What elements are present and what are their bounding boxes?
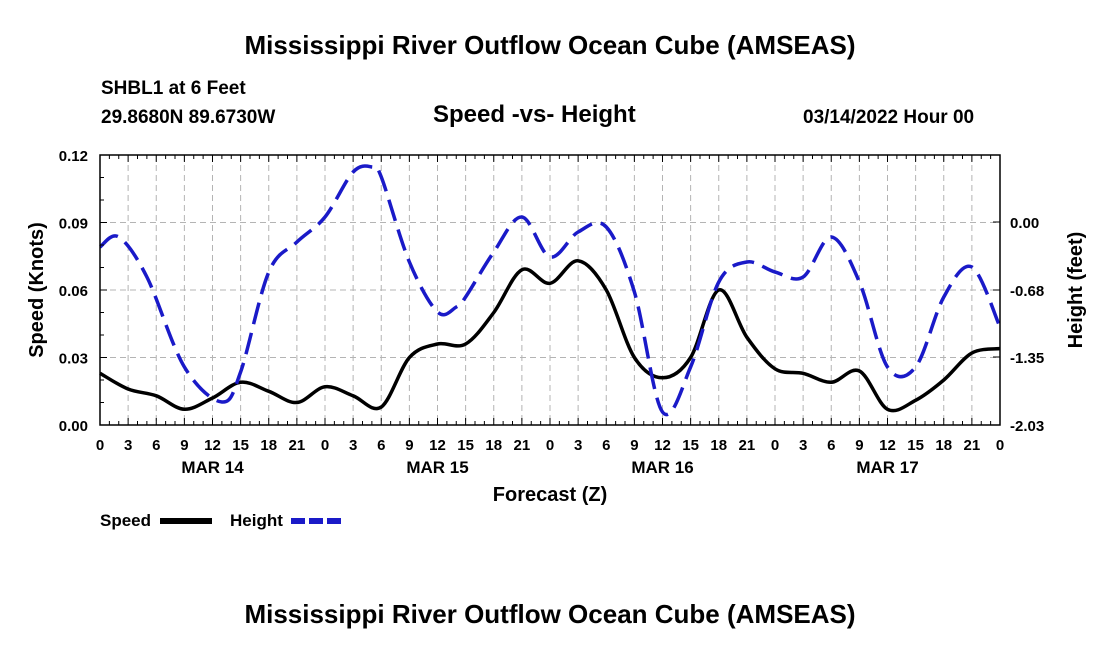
series-line-speed (99, 259, 1001, 413)
footer-title: Mississippi River Outflow Ocean Cube (AM… (244, 599, 856, 629)
y2-tick-label: -2.03 (1010, 418, 1044, 435)
x-tick-label: 6 (152, 437, 160, 454)
x-tick-label: 21 (514, 437, 531, 454)
y2-axis-title: Height (feet) (1065, 232, 1087, 349)
x-tick-label: 3 (349, 437, 357, 454)
x-tick-label: 3 (124, 437, 132, 454)
x-tick-label: 12 (204, 437, 221, 454)
x-tick-label: 12 (429, 437, 446, 454)
x-tick-label: 0 (96, 437, 104, 454)
y2-tick-label: -0.68 (1010, 283, 1044, 300)
x-date-label: MAR 14 (181, 458, 244, 477)
x-tick-label: 3 (799, 437, 807, 454)
x-tick-label: 9 (630, 437, 638, 454)
x-tick-label: 0 (996, 437, 1004, 454)
y-tick-label: 0.00 (59, 418, 88, 435)
x-tick-label: 18 (935, 437, 952, 454)
x-tick-label: 12 (654, 437, 671, 454)
x-tick-label: 18 (260, 437, 277, 454)
x-tick-label: 18 (710, 437, 727, 454)
x-tick-label: 9 (855, 437, 863, 454)
y-axis-title: Speed (Knots) (26, 222, 48, 358)
y2-tick-label: 0.00 (1010, 215, 1039, 232)
x-tick-label: 15 (682, 437, 699, 454)
chart-subtitle: Speed -vs- Height (433, 101, 636, 128)
x-tick-label: 21 (739, 437, 756, 454)
series-line-height (98, 164, 1002, 417)
datetime-label: 03/14/2022 Hour 00 (803, 107, 975, 128)
y-tick-label: 0.09 (59, 216, 88, 233)
x-tick-label: 0 (546, 437, 554, 454)
chart-main-title: Mississippi River Outflow Ocean Cube (AM… (244, 30, 856, 60)
x-tick-label: 9 (180, 437, 188, 454)
x-tick-label: 15 (232, 437, 249, 454)
x-tick-label: 12 (879, 437, 896, 454)
speed-vs-height-chart: 0 3 6 9 12 15 18 21 0 3 6 9 12 15 18 21 0 3 6 9 12 15 18 21 0 3 6 9… (26, 148, 1087, 530)
x-tick-label: 15 (907, 437, 924, 454)
x-tick-label: 6 (602, 437, 610, 454)
legend: Speed Height (100, 511, 343, 530)
x-tick-label: 18 (485, 437, 502, 454)
series-lines (98, 164, 1002, 417)
x-tick-label: 9 (405, 437, 413, 454)
y-tick-label: 0.12 (59, 148, 88, 165)
x-tick-label: 6 (827, 437, 835, 454)
x-tick-label: 15 (457, 437, 474, 454)
legend-label-speed: Speed (100, 511, 151, 530)
legend-label-height: Height (230, 511, 283, 530)
location-label: 29.8680N 89.6730W (101, 107, 276, 128)
axis-labels: Forecast (Z) Speed (Knots) Height (feet) (26, 222, 1087, 506)
x-axis-title: Forecast (Z) (493, 484, 607, 506)
x-tick-label: 3 (574, 437, 582, 454)
x-tick-label: 6 (377, 437, 385, 454)
y-tick-label: 0.03 (59, 351, 88, 368)
x-tick-label: 21 (964, 437, 981, 454)
y2-tick-label: -1.35 (1010, 350, 1044, 367)
station-label: SHBL1 at 6 Feet (101, 78, 246, 99)
grid-lines (100, 155, 1000, 425)
x-date-label: MAR 17 (856, 458, 918, 477)
x-tick-label: 21 (289, 437, 306, 454)
x-date-label: MAR 15 (406, 458, 468, 477)
x-tick-label: 0 (771, 437, 779, 454)
x-date-label: MAR 16 (631, 458, 693, 477)
y-tick-label: 0.06 (59, 283, 88, 300)
axis-ticks: 0 3 6 9 12 15 18 21 0 3 6 9 12 15 18 21 0 3 6 9 12 15 18 21 0 3 6 9… (59, 148, 1044, 477)
x-tick-label: 0 (321, 437, 329, 454)
